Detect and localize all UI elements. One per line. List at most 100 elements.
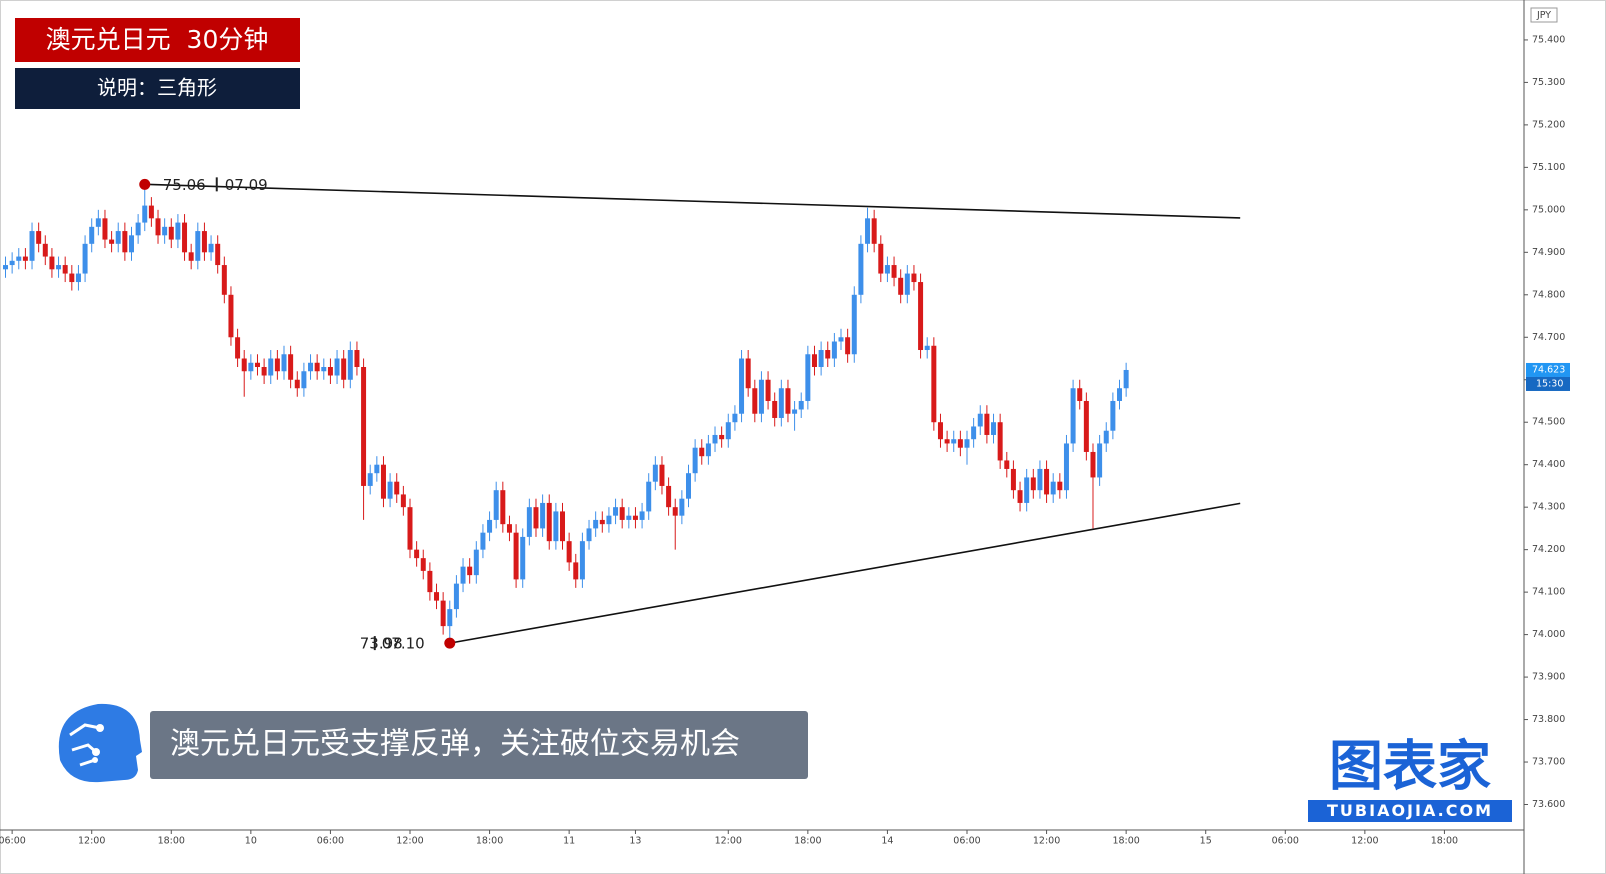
candle-body <box>301 371 307 389</box>
x-tick-label: 18:00 <box>158 836 185 847</box>
candle-body <box>1030 477 1036 491</box>
x-tick-label: 06:00 <box>0 836 26 847</box>
candle-body <box>394 481 400 495</box>
candle-body <box>659 464 665 486</box>
candle-body <box>168 226 174 240</box>
candle-body <box>42 243 48 257</box>
head-icon <box>58 703 142 783</box>
candle-body <box>712 434 718 444</box>
candle-body <box>1090 451 1096 478</box>
caption-box <box>150 711 808 779</box>
candle-body <box>347 350 353 380</box>
candle-body <box>918 282 924 351</box>
candle-body <box>142 205 148 223</box>
candle-body <box>1063 443 1069 491</box>
y-tick-label: 74.300 <box>1532 502 1565 513</box>
candle-body <box>540 502 546 529</box>
candle-body <box>1083 400 1089 452</box>
candle-body <box>22 256 28 261</box>
candle-body <box>971 426 977 440</box>
candle-body <box>957 439 963 448</box>
plot-area <box>3 184 1129 644</box>
candle-body <box>420 558 426 571</box>
last-price-box <box>1526 362 1570 377</box>
y-tick-label: 75.100 <box>1532 162 1565 173</box>
candle-body <box>1004 460 1010 469</box>
candle-body <box>1123 369 1129 389</box>
candle-body <box>573 562 579 580</box>
annotation-price: 73.98 <box>360 635 403 653</box>
candle-body <box>473 549 479 576</box>
logo-text: 图表家 <box>1329 735 1491 798</box>
candle-body <box>1110 400 1116 431</box>
candle-body <box>798 400 804 410</box>
candle-body <box>327 367 333 376</box>
candle-body <box>75 273 81 283</box>
candle-body <box>447 609 453 627</box>
candle-body <box>619 507 625 520</box>
candle-body <box>991 422 997 435</box>
candle-body <box>851 294 857 355</box>
candle-body <box>699 447 705 457</box>
x-tick-label: 15 <box>1200 836 1212 847</box>
y-tick-label: 75.300 <box>1532 77 1565 88</box>
candle-body <box>1010 468 1016 491</box>
candle-body <box>254 362 260 368</box>
candle-body <box>831 341 837 359</box>
candle-body <box>115 231 121 244</box>
candle-body <box>984 413 990 435</box>
candle-body <box>520 536 526 580</box>
candle-body <box>964 439 970 448</box>
annotation-point <box>444 637 456 649</box>
candle-body <box>102 218 108 240</box>
last-price: 74.623 <box>1532 364 1565 375</box>
candle-body <box>606 515 612 525</box>
candle-body <box>1044 468 1050 495</box>
candle-body <box>626 515 632 520</box>
candle-body <box>414 549 420 559</box>
candle-body <box>977 413 983 427</box>
subtitle-box <box>15 68 300 109</box>
candle-body <box>195 231 201 261</box>
candle-body <box>1117 388 1123 401</box>
caption: 澳元兑日元受支撑反弹，关注破位交易机会 <box>170 727 740 762</box>
last-time: 15:30 <box>1536 378 1563 389</box>
y-tick-label: 75.000 <box>1532 204 1565 215</box>
candle-body <box>215 243 221 266</box>
candle-body <box>288 354 294 380</box>
candle-body <box>924 345 930 351</box>
candle-body <box>261 367 267 376</box>
candle-body <box>951 439 957 444</box>
x-tick-label: 12:00 <box>1033 836 1060 847</box>
candle-body <box>811 354 817 368</box>
candle-body <box>878 243 884 274</box>
candle-body <box>69 273 75 283</box>
candle-body <box>745 358 751 389</box>
candle-body <box>148 205 154 219</box>
candle-body <box>367 473 373 486</box>
x-tick-label: 12:00 <box>715 836 742 847</box>
y-tick-label: 74.700 <box>1532 332 1565 343</box>
candle-body <box>1057 481 1063 491</box>
annotation-date: 07.10 <box>382 635 425 653</box>
chart-subtitle: 说明：三角形 <box>97 76 217 100</box>
candle-body <box>792 409 798 414</box>
candle-body <box>387 481 393 499</box>
x-tick-label: 18:00 <box>476 836 503 847</box>
candle-body <box>1070 388 1076 444</box>
candle-body <box>871 218 877 244</box>
candle-body <box>493 490 499 520</box>
candle-body <box>752 388 758 414</box>
x-tick-label: 10 <box>245 836 257 847</box>
currency: JPY <box>1536 10 1551 21</box>
candle-body <box>248 362 254 372</box>
x-tick-label: 11 <box>563 836 575 847</box>
candle-body <box>82 243 88 274</box>
candle-body <box>838 337 844 342</box>
candle-body <box>1103 430 1109 444</box>
candle-body <box>758 379 764 414</box>
candle-body <box>241 358 247 372</box>
y-tick-label: 74.800 <box>1532 289 1565 300</box>
candle-body <box>1050 481 1056 495</box>
